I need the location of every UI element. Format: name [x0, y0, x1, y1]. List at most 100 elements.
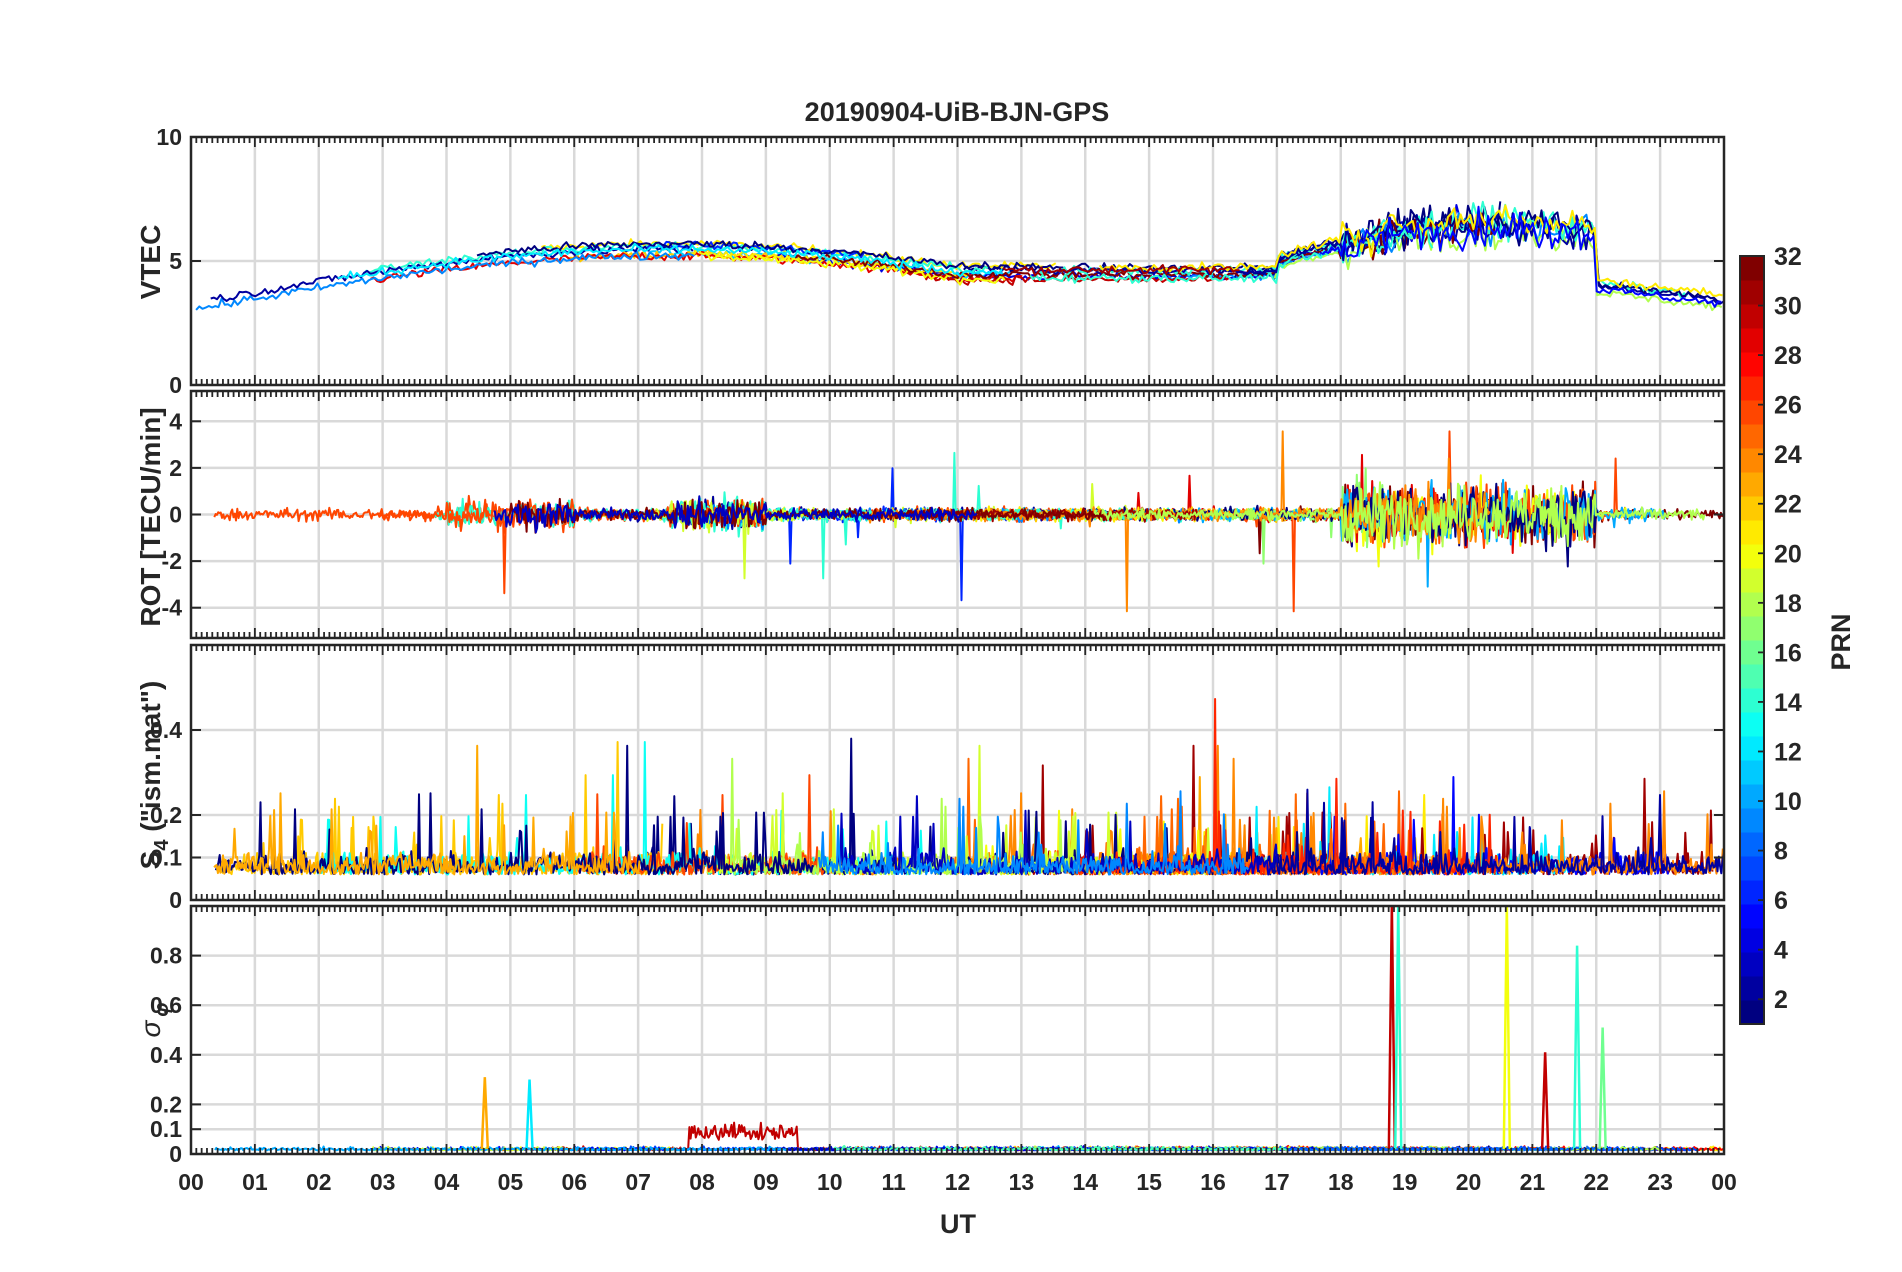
colorbar-swatch: [1740, 568, 1764, 593]
colorbar-swatch: [1740, 424, 1764, 449]
y-tick-label: 0.1: [150, 845, 182, 871]
colorbar-swatch: [1740, 1000, 1764, 1025]
colorbar-swatch: [1740, 280, 1764, 305]
svg-text:σφ: σφ: [135, 1003, 173, 1038]
colorbar-swatch: [1740, 856, 1764, 881]
colorbar-swatch: [1740, 256, 1764, 281]
colorbar-swatch: [1740, 736, 1764, 761]
colorbar-swatch: [1740, 328, 1764, 353]
y-tick-label: 0: [169, 887, 182, 913]
series-trace: [213, 744, 641, 876]
ylabel-sigphi-sub: φ: [151, 1003, 173, 1017]
x-tick-label: 00: [178, 1169, 204, 1195]
panel-s4: 0 0.1 0.2 0.4: [150, 643, 1726, 913]
colorbar-swatch: [1740, 352, 1764, 377]
series-trace: [729, 757, 1084, 876]
y-tick-label: 0.1: [150, 1116, 182, 1142]
colorbar-swatch: [1740, 760, 1764, 785]
ylabel-rot: ROT [TECU/min]: [135, 407, 166, 626]
spike-mark: [1540, 1052, 1550, 1150]
x-tick-label: 12: [945, 1169, 971, 1195]
colorbar-swatch: [1740, 616, 1764, 641]
y-tick-label: 5: [169, 248, 182, 274]
series-trace: [794, 212, 1496, 280]
x-tick-label: 02: [306, 1169, 332, 1195]
x-tick-label: 06: [561, 1169, 587, 1195]
panel-vtec: 0 5 10: [156, 124, 1726, 398]
series-trace: [577, 774, 825, 876]
x-tick-label: 18: [1328, 1169, 1354, 1195]
ylabel-sigphi-main: σ: [135, 1019, 166, 1037]
y-tick-label: 0.4: [150, 1042, 182, 1068]
series-trace: [1002, 264, 1240, 277]
colorbar-swatch: [1740, 952, 1764, 977]
x-tick-label: 01: [242, 1169, 268, 1195]
series-trace: [337, 242, 1003, 279]
x-tick-label: 20: [1456, 1169, 1482, 1195]
x-tick-label: 19: [1392, 1169, 1418, 1195]
colorbar-swatch: [1740, 448, 1764, 473]
x-tick-label: 22: [1583, 1169, 1609, 1195]
colorbar-tick-label: 6: [1774, 887, 1788, 915]
ylabel-vtec: VTEC: [135, 225, 166, 300]
colorbar-tick-label: 26: [1774, 392, 1802, 420]
colorbar-swatch: [1740, 832, 1764, 857]
x-tick-label: 05: [498, 1169, 524, 1195]
x-tick-label: 04: [434, 1169, 460, 1195]
colorbar-frame: [1739, 255, 1765, 1025]
x-tick-label: 14: [1072, 1169, 1098, 1195]
colorbar-swatch: [1740, 808, 1764, 833]
colorbar-swatch: [1740, 784, 1764, 809]
chart-title: 20190904-UiB-BJN-GPS: [805, 97, 1110, 127]
colorbar-swatch: [1740, 400, 1764, 425]
ylabel-s4-rest: ("ism.mat"): [135, 681, 166, 840]
y-tick-label: 4: [169, 408, 182, 434]
y-tick-label: 0: [169, 372, 182, 398]
x-tick-label: 10: [817, 1169, 843, 1195]
colorbar-label: PRN: [1826, 613, 1856, 670]
colorbar-tick-label: 10: [1774, 788, 1802, 816]
y-tick-label: 0.8: [150, 943, 182, 969]
series-trace: [476, 240, 1040, 273]
y-tick-label: -2: [162, 548, 182, 574]
x-tick-label: 09: [753, 1169, 779, 1195]
colorbar-swatch: [1740, 712, 1764, 737]
colorbar-swatch: [1740, 976, 1764, 1001]
colorbar-tick-label: 16: [1774, 639, 1802, 667]
y-tick-label: 2: [169, 455, 182, 481]
colorbar-swatch: [1740, 496, 1764, 521]
series-trace: [817, 790, 1250, 876]
colorbar-swatch: [1740, 304, 1764, 329]
x-tick-label: 08: [689, 1169, 715, 1195]
series-trace: [1092, 481, 1706, 560]
colorbar-swatch: [1740, 472, 1764, 497]
spike-mark: [1572, 945, 1582, 1150]
colorbar-swatch: [1740, 928, 1764, 953]
svg-text:S4 ("ism.mat"): S4 ("ism.mat"): [135, 681, 173, 870]
colorbar-tick-label: 32: [1774, 243, 1802, 271]
series-trace: [493, 495, 978, 534]
x-tick-label: 07: [625, 1169, 651, 1195]
colorbar-tick-label: 22: [1774, 491, 1802, 519]
colorbar-swatch: [1740, 592, 1764, 617]
x-tick-label: 13: [1009, 1169, 1035, 1195]
colorbar-tick-label: 30: [1774, 293, 1802, 321]
series-trace: [195, 250, 695, 311]
colorbar-tick-label: 2: [1774, 986, 1788, 1014]
x-tick-label: 21: [1520, 1169, 1546, 1195]
y-tick-label: 0: [169, 502, 182, 528]
x-tick-label: 03: [370, 1169, 396, 1195]
spike-mark: [480, 1077, 490, 1150]
x-tick-label: 23: [1647, 1169, 1673, 1195]
panel-rot: -4 -2 0 2 4: [162, 389, 1726, 640]
panel-sigma-phi: 00.10.2 0.4 0.6 0.8 00 01 02 03 04 05 06 07 08 09 10 11…: [150, 904, 1737, 1195]
x-axis-label: UT: [940, 1209, 976, 1239]
colorbar-tick-label: 28: [1774, 342, 1802, 370]
x-tick-label: 17: [1264, 1169, 1290, 1195]
series-trace: [1321, 205, 1722, 308]
ylabel-s4: S4 ("ism.mat"): [135, 681, 173, 870]
x-tick-label: 11: [881, 1169, 906, 1195]
series-trace: [1098, 204, 1723, 297]
